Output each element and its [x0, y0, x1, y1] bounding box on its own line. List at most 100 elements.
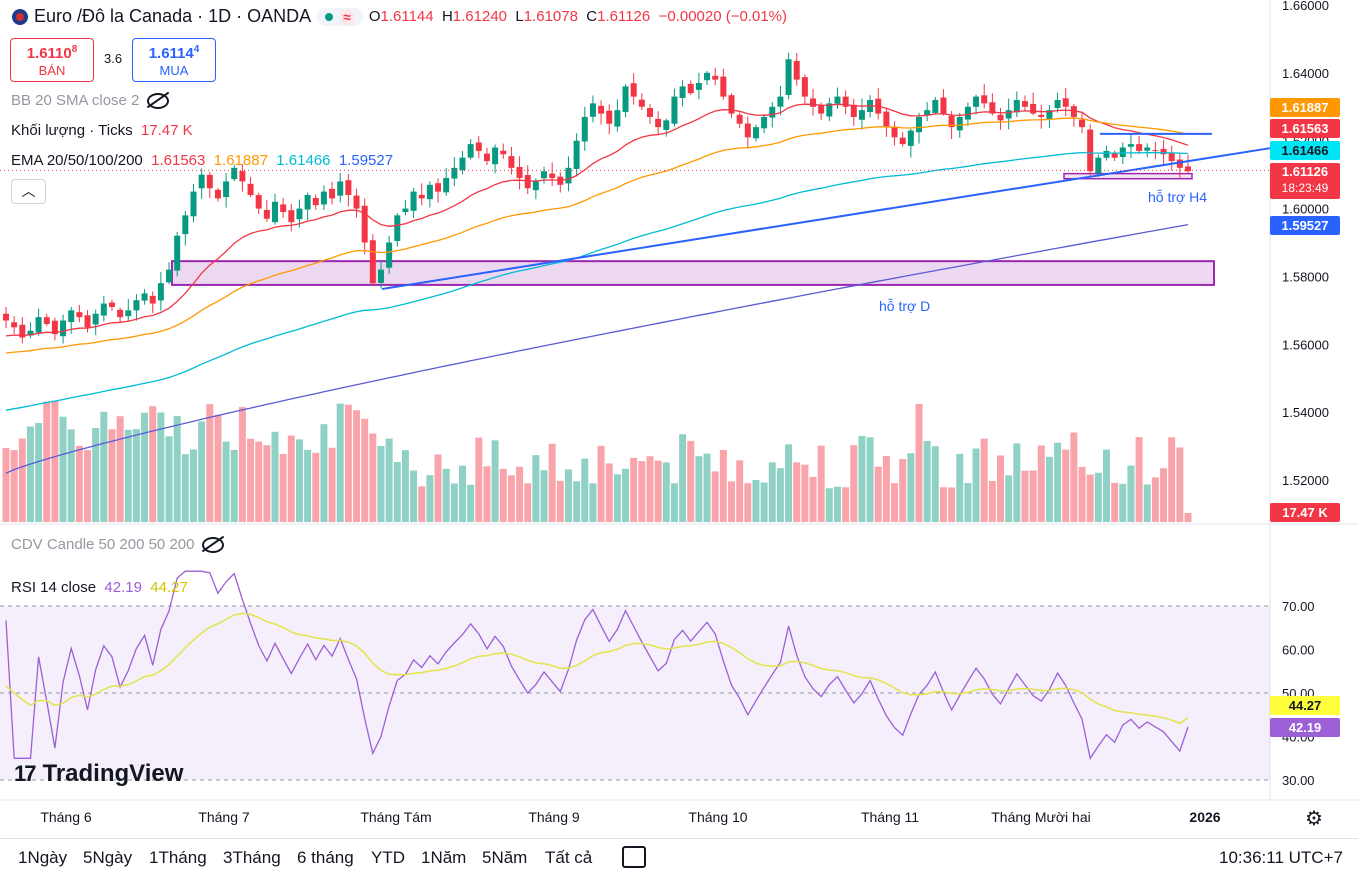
bb-legend[interactable]: BB 20 SMA close 2 — [11, 92, 170, 110]
volume-bar — [850, 445, 858, 522]
candle-body — [589, 103, 596, 117]
range-button-6[interactable]: 1Năm — [421, 848, 467, 867]
volume-bar — [295, 439, 303, 522]
cdv-legend[interactable]: CDV Candle 50 200 50 200 — [11, 536, 225, 554]
hidden-eye-icon[interactable] — [147, 93, 170, 110]
time-tick-label: Tháng 9 — [528, 809, 580, 825]
volume-bar — [475, 437, 483, 522]
range-button-0[interactable]: 1Ngày — [18, 848, 68, 867]
volume-bar — [882, 456, 890, 522]
rsi-legend[interactable]: RSI 14 close 42.19 44.27 — [11, 579, 188, 596]
candle-body — [598, 105, 605, 114]
volume-bar — [1151, 477, 1159, 522]
sell-button[interactable]: 1.61108 BÁN — [10, 38, 94, 82]
buy-button[interactable]: 1.61144 MUA — [132, 38, 216, 82]
hidden-eye-icon-2[interactable] — [202, 537, 225, 554]
volume-bar — [116, 416, 124, 522]
candle-body — [1095, 157, 1102, 174]
candle-body — [899, 137, 906, 145]
volume-bar — [573, 481, 581, 522]
clock[interactable]: 10:36:11 UTC+7 — [1219, 848, 1343, 867]
rsi-tag: 42.19 — [1270, 718, 1340, 737]
rsi-ma-line — [5, 612, 1189, 725]
volume-bar — [956, 453, 964, 522]
volume-bar — [972, 448, 980, 522]
volume-bar — [662, 462, 670, 522]
range-button-3[interactable]: 3Tháng — [223, 848, 281, 867]
candle-body — [426, 184, 433, 200]
volume-bar — [1127, 465, 1135, 522]
candle-body — [1021, 101, 1028, 107]
range-button-2[interactable]: 1Tháng — [149, 848, 207, 867]
ema-legend[interactable]: EMA 20/50/100/200 1.61563 1.61887 1.6146… — [11, 152, 394, 169]
candle-body — [826, 103, 833, 117]
range-button-4[interactable]: 6 tháng — [297, 848, 354, 867]
candle-body — [68, 310, 75, 323]
candle-body — [492, 147, 499, 165]
volume-bar — [393, 461, 401, 522]
candle-body — [989, 102, 996, 114]
volume-bar — [141, 412, 149, 522]
tradingview-logo[interactable]: 17 TradingView — [14, 760, 184, 787]
volume-bar — [638, 461, 646, 522]
gear-icon[interactable]: ⚙ — [1305, 808, 1323, 830]
candle-body — [679, 86, 686, 98]
candle-body — [516, 166, 523, 179]
candle-body — [1046, 110, 1053, 119]
volume-bar — [711, 471, 719, 522]
volume-legend[interactable]: Khối lượng · Ticks 17.47 K — [11, 122, 193, 139]
volume-bar — [189, 449, 197, 522]
volume-bar — [988, 480, 996, 522]
range-button-5[interactable]: YTD — [371, 848, 405, 867]
volume-bar — [230, 449, 238, 522]
candle-body — [43, 317, 50, 324]
ema20-line — [5, 103, 1189, 337]
ema200-line — [5, 223, 1189, 474]
calendar-range-icon[interactable] — [622, 846, 646, 868]
candle-body — [728, 95, 735, 114]
support-d-label[interactable]: hỗ trợ D — [879, 298, 931, 314]
volume-bar — [1062, 449, 1070, 522]
candle-body — [353, 195, 360, 209]
volume-bar — [442, 468, 450, 522]
volume-bar — [548, 443, 556, 522]
market-status-pill[interactable]: ≈ — [317, 7, 363, 26]
candle-body — [818, 105, 825, 114]
rsi-ma-tag: 44.27 — [1270, 696, 1340, 715]
volume-bar — [613, 474, 621, 522]
volume-bar — [785, 444, 793, 522]
candle-body — [231, 167, 238, 180]
candle-body — [214, 189, 221, 199]
volume-bar — [1078, 466, 1086, 522]
range-button-8[interactable]: Tất cả — [545, 848, 593, 867]
collapse-legend-button[interactable]: ︿ — [11, 179, 46, 204]
volume-bar — [1119, 483, 1127, 522]
volume-bar — [59, 416, 67, 522]
candle-body — [288, 210, 295, 223]
candle-body — [638, 99, 645, 107]
candle-body — [320, 191, 327, 205]
volume-bar — [1168, 437, 1176, 522]
range-button-7[interactable]: 5Năm — [482, 848, 528, 867]
volume-bar — [939, 487, 947, 522]
wave-icon: ≈ — [339, 8, 355, 25]
volume-bar — [931, 446, 939, 522]
candle-body — [394, 215, 401, 241]
candle-body — [369, 240, 376, 284]
candle-body — [785, 59, 792, 95]
candle-body — [981, 95, 988, 104]
support-h4-label[interactable]: hỗ trợ H4 — [1148, 189, 1207, 205]
volume-bar — [1086, 474, 1094, 522]
volume-bar — [84, 450, 92, 522]
volume-bar — [222, 441, 230, 522]
volume-bar — [418, 486, 426, 522]
volume-bar — [344, 404, 352, 522]
candle-body — [312, 197, 319, 206]
volume-bar — [695, 456, 703, 522]
range-button-1[interactable]: 5Ngày — [83, 848, 133, 867]
volume-bar — [556, 480, 564, 522]
symbol-title[interactable]: Euro /Đô la Canada · 1D · OANDA — [34, 6, 312, 26]
price-tick-label: 1.64000 — [1282, 66, 1329, 81]
volume-bar — [605, 463, 613, 522]
